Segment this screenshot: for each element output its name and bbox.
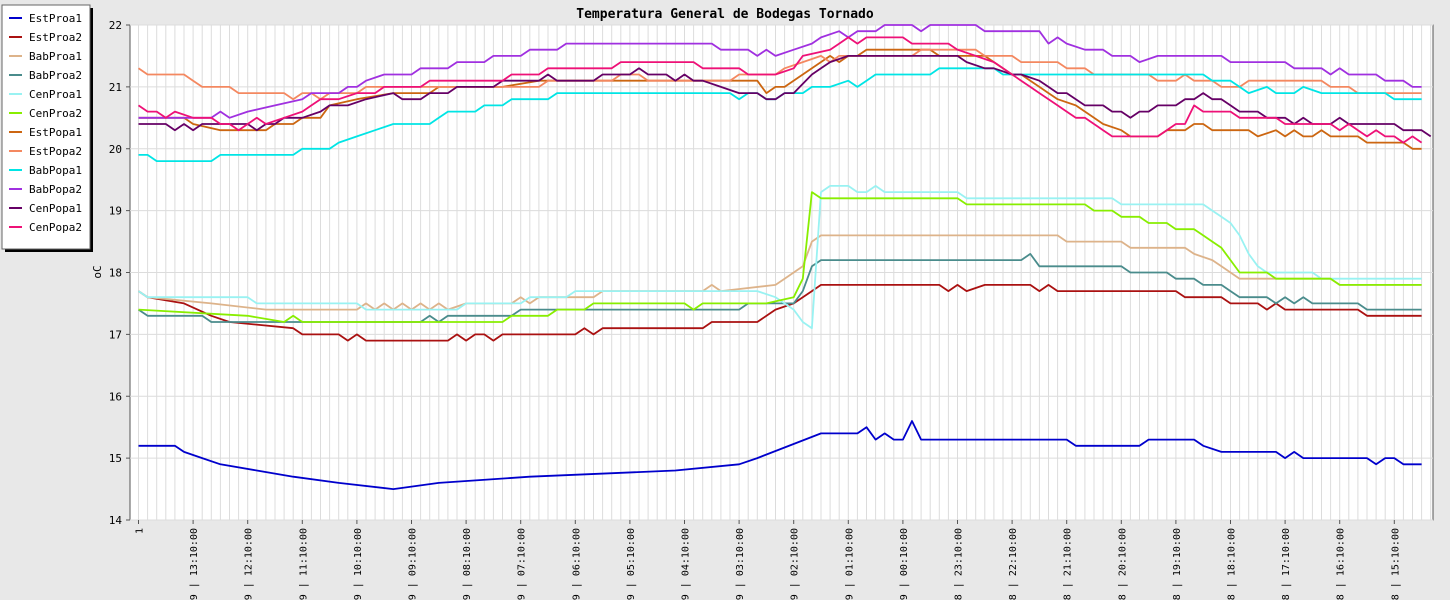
x-tick-label: 9 | 07:10:00 — [517, 528, 528, 600]
series-line-estproa1 — [138, 420, 1422, 491]
x-tick-label: 8 | 19:10:00 — [1172, 528, 1183, 600]
gridlines — [130, 24, 1433, 521]
x-tick-label: 8 | 22:10:00 — [1008, 528, 1019, 600]
series-line-cenpopa1 — [138, 55, 1432, 138]
y-tick-label: 14 — [109, 514, 123, 527]
y-tick-label: 22 — [109, 19, 122, 32]
x-tick-label: 9 | 13:10:00 — [189, 528, 200, 600]
legend: EstProa1 EstProa2 BabProa1 BabProa2 CenProa1… — [1, 4, 93, 252]
y-axis: 14 15 16 17 18 19 20 21 22 — [109, 19, 130, 527]
legend-label: EstProa2 — [29, 31, 82, 44]
legend-label: EstPopa1 — [29, 126, 82, 139]
y-tick-label: 19 — [109, 205, 122, 218]
legend-label: BabProa1 — [29, 50, 82, 63]
y-tick-label: 18 — [109, 267, 122, 280]
legend-label: CenPopa2 — [29, 221, 82, 234]
x-tick-label: 8 | 17:10:00 — [1281, 528, 1292, 600]
series-line-cenproa1 — [137, 184, 1422, 330]
legend-label: BabPopa1 — [29, 164, 82, 177]
y-tick-label: 16 — [109, 390, 122, 403]
x-tick-label: 9 | 06:10:00 — [571, 528, 582, 600]
series-line-estpopa2 — [137, 48, 1422, 101]
x-tick-label: 8 | 16:10:00 — [1336, 528, 1347, 600]
legend-label: BabProa2 — [29, 69, 82, 82]
x-tick-label: 8 | 23:10:00 — [954, 528, 965, 600]
y-tick-label: 17 — [109, 328, 122, 341]
x-tick-label: 9 | 12:10:00 — [244, 528, 255, 600]
x-tick-label: 9 | 01:10:00 — [844, 528, 855, 600]
series-line-cenpopa2 — [137, 36, 1423, 144]
x-tick-label: 9 | 05:10:00 — [626, 528, 637, 600]
x-tick-label: 8 | 20:10:00 — [1117, 528, 1128, 600]
x-tick-label: 9 | 09:10:00 — [408, 528, 419, 600]
y-axis-label: oC — [91, 265, 104, 278]
x-tick-label: 9 | 04:10:00 — [681, 528, 692, 600]
x-tick-label: 8 | 15:10:00 — [1390, 528, 1401, 600]
legend-label: CenProa1 — [29, 88, 82, 101]
legend-label: BabPopa2 — [29, 183, 82, 196]
x-tick-label: 8 | 18:10:00 — [1227, 528, 1238, 600]
y-tick-label: 21 — [109, 81, 122, 94]
legend-label: CenProa2 — [29, 107, 82, 120]
x-tick-label: 8 | 21:10:00 — [1063, 528, 1074, 600]
chart-title: Temperatura General de Bodegas Tornado — [576, 7, 874, 22]
y-tick-label: 15 — [109, 452, 122, 465]
series-lines — [137, 24, 1432, 491]
x-tick-label: 9 | 11:10:00 — [298, 528, 309, 600]
x-tick-label: 9 | 10:10:00 — [353, 528, 364, 600]
y-tick-label: 20 — [109, 143, 122, 156]
series-line-cenproa2 — [138, 191, 1422, 323]
x-tick-label: 1 — [135, 528, 146, 534]
legend-label: EstPopa2 — [29, 145, 82, 158]
series-line-babpopa2 — [138, 24, 1422, 119]
legend-label: CenPopa1 — [29, 202, 82, 215]
series-line-estproa2 — [137, 283, 1422, 342]
x-tick-label: 9 | 02:10:00 — [790, 528, 801, 600]
legend-label: EstProa1 — [29, 12, 82, 25]
x-tick-label: 9 | 00:10:00 — [899, 528, 910, 600]
x-axis: 1 9 | 13:10:00 9 | 12:10:00 9 | 11:10:00 9 |… — [135, 520, 1401, 600]
x-tick-label: 9 | 08:10:00 — [462, 528, 473, 600]
x-tick-label: 9 | 03:10:00 — [735, 528, 746, 600]
